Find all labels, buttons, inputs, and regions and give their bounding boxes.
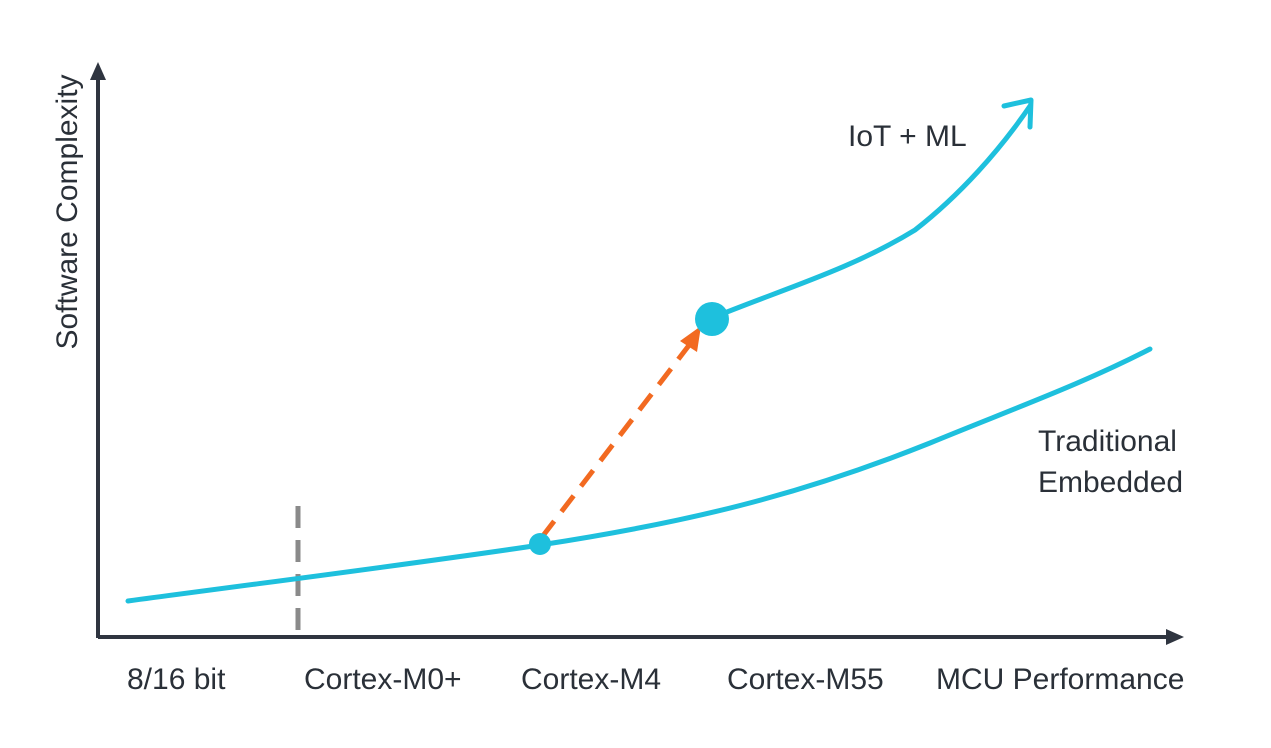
- y-axis: [90, 62, 106, 638]
- x-tick-cortex-m0plus: Cortex-M0+: [304, 663, 462, 696]
- x-axis-arrowhead: [1166, 629, 1184, 645]
- cortex-m4-point: [529, 533, 551, 555]
- x-tick-cortex-m55: Cortex-M55: [727, 663, 884, 696]
- traditional-label-line2: Embedded: [1038, 466, 1183, 499]
- x-axis-label: MCU Performance: [936, 663, 1184, 696]
- x-axis: [98, 629, 1184, 645]
- x-tick-cortex-m4: Cortex-M4: [521, 663, 661, 696]
- iot-ml-start-point: [695, 302, 729, 336]
- traditional-embedded-curve: [125, 346, 1153, 604]
- iot-ml-label: IoT + ML: [848, 120, 967, 153]
- traditional-label-line1: Traditional: [1038, 425, 1177, 458]
- transition-arrowhead: [680, 326, 701, 352]
- x-tick-8-16-bit: 8/16 bit: [127, 663, 226, 696]
- y-axis-label: Software Complexity: [51, 74, 84, 349]
- transition-dashed-arrow: [540, 342, 692, 539]
- iot-ml-curve: [709, 103, 1033, 321]
- iot-ml-arrowhead: [1001, 97, 1034, 130]
- y-axis-arrowhead: [90, 62, 106, 80]
